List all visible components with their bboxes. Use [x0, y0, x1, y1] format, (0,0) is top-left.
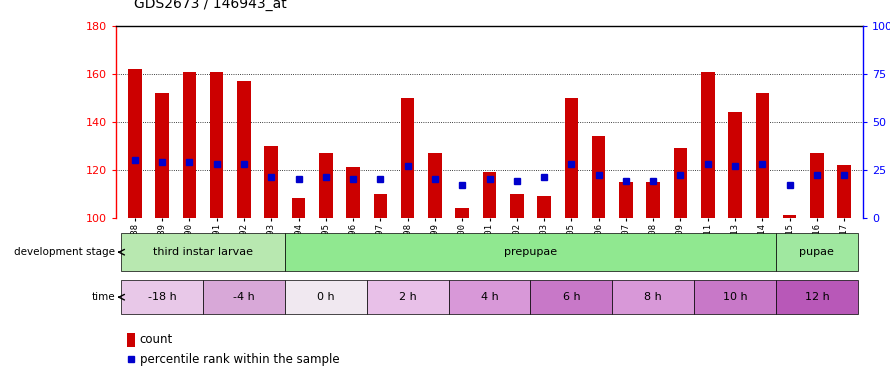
Text: 4 h: 4 h — [481, 292, 498, 302]
Bar — [756, 93, 769, 218]
Text: 6 h: 6 h — [562, 292, 580, 302]
Text: 12 h: 12 h — [805, 292, 829, 302]
Text: 8 h: 8 h — [644, 292, 662, 302]
Bar — [776, 280, 858, 314]
Bar — [237, 81, 251, 218]
Bar — [128, 69, 142, 218]
Bar — [728, 112, 742, 218]
Bar — [182, 72, 196, 217]
Bar — [776, 233, 858, 271]
Text: prepupae: prepupae — [504, 247, 557, 257]
Text: -4 h: -4 h — [233, 292, 255, 302]
Bar — [285, 280, 367, 314]
Text: 10 h: 10 h — [723, 292, 748, 302]
Bar — [121, 280, 203, 314]
Text: -18 h: -18 h — [148, 292, 176, 302]
Bar — [374, 194, 387, 217]
Text: development stage: development stage — [14, 247, 116, 257]
Bar — [646, 182, 660, 218]
Bar — [538, 196, 551, 217]
Bar — [449, 280, 530, 314]
Bar — [701, 72, 715, 217]
Text: count: count — [140, 333, 173, 346]
Text: 2 h: 2 h — [399, 292, 417, 302]
Bar — [319, 153, 333, 218]
Bar — [530, 280, 612, 314]
Bar — [694, 280, 776, 314]
Bar — [428, 153, 441, 218]
Bar — [592, 136, 605, 218]
Bar — [285, 233, 776, 271]
Text: 0 h: 0 h — [317, 292, 335, 302]
Bar — [783, 215, 797, 217]
Bar — [400, 98, 415, 218]
Bar — [210, 72, 223, 217]
Bar — [564, 98, 578, 218]
Bar — [264, 146, 278, 218]
Bar — [619, 182, 633, 218]
Bar — [837, 165, 851, 218]
Bar — [292, 198, 305, 217]
Bar — [810, 153, 824, 218]
Bar — [510, 194, 523, 217]
Bar — [456, 208, 469, 218]
Bar — [482, 172, 497, 217]
Text: third instar larvae: third instar larvae — [153, 247, 253, 257]
Bar — [121, 233, 285, 271]
Text: percentile rank within the sample: percentile rank within the sample — [140, 353, 339, 366]
Bar — [367, 280, 449, 314]
Bar — [612, 280, 694, 314]
Bar — [346, 167, 360, 217]
Text: pupae: pupae — [799, 247, 834, 257]
Bar — [674, 148, 687, 217]
Text: time: time — [92, 292, 116, 302]
Text: GDS2673 / 146943_at: GDS2673 / 146943_at — [134, 0, 287, 11]
Bar — [203, 280, 285, 314]
Bar — [126, 333, 135, 347]
Bar — [155, 93, 169, 218]
